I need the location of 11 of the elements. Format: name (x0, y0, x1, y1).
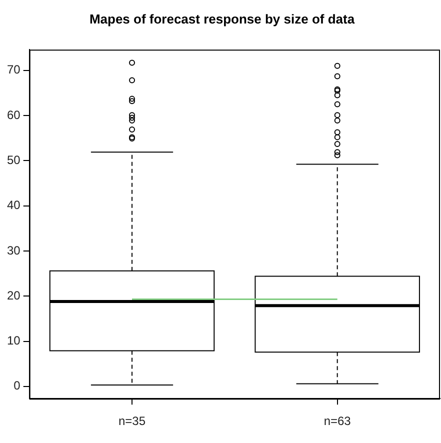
chart-title: Mapes of forecast response by size of data (89, 11, 356, 26)
x-tick-label: n=35 (118, 414, 146, 428)
y-tick-label: 10 (6, 334, 21, 348)
y-tick-label: 30 (6, 243, 21, 258)
y-tick-label: 60 (6, 108, 21, 122)
y-tick-label: 0 (14, 378, 21, 393)
x-tick-label: n=63 (324, 414, 352, 428)
y-tick-label: 40 (6, 198, 21, 212)
y-tick-label: 20 (6, 288, 21, 302)
y-tick-label: 70 (6, 62, 21, 77)
y-tick-label: 50 (6, 152, 21, 167)
